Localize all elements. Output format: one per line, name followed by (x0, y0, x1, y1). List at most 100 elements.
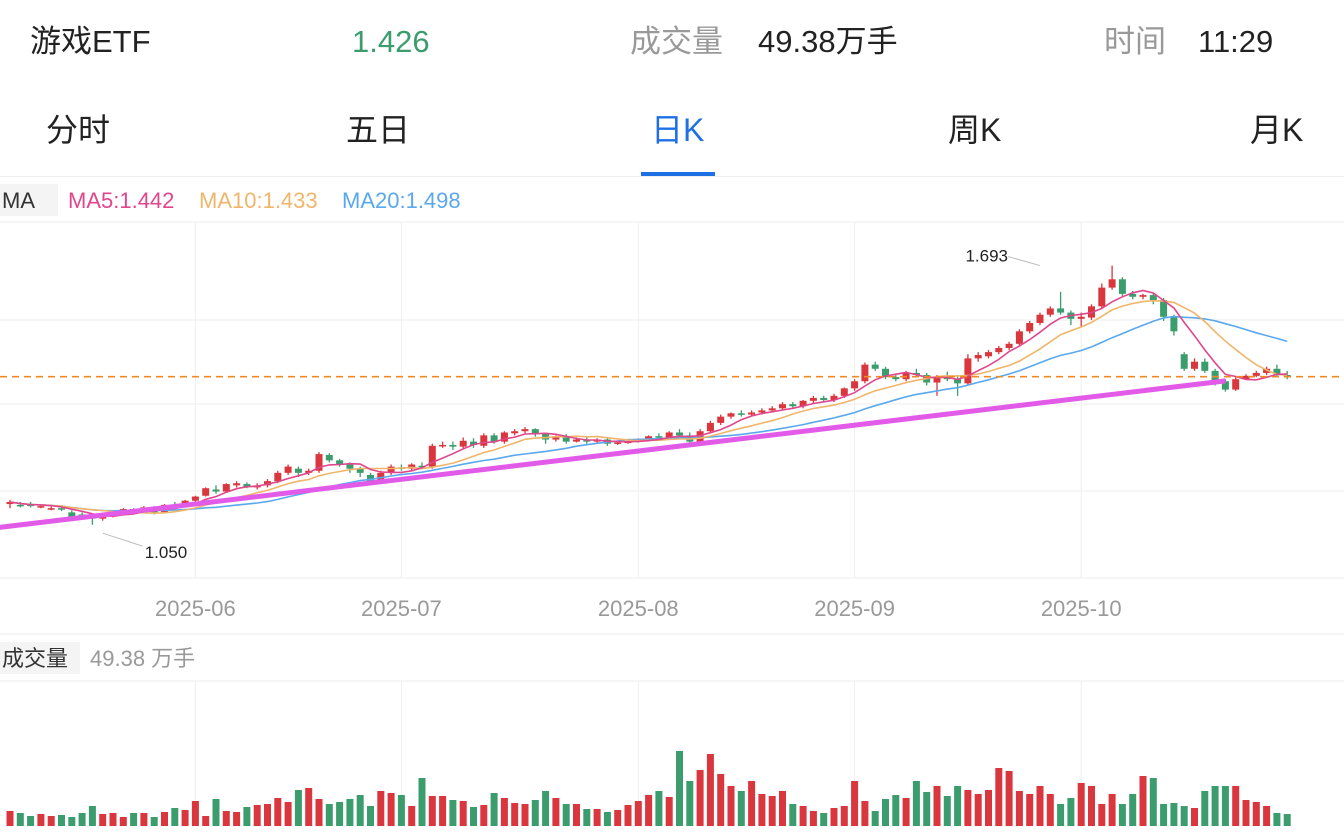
volume-bar (799, 806, 807, 826)
candle-body (418, 465, 426, 468)
volume-bar (264, 804, 271, 826)
volume-bar (573, 804, 580, 826)
candle-body (58, 508, 65, 510)
candle-body (871, 364, 879, 369)
volume-legend-box (0, 642, 80, 674)
candle-body (490, 435, 498, 442)
volume-bar (1232, 786, 1240, 826)
high-annotation-leader (1007, 256, 1041, 267)
candle-body (737, 413, 745, 415)
candle-body (809, 397, 817, 401)
x-tick-label: 2025-06 (155, 596, 236, 621)
volume-bar (706, 754, 714, 826)
candle-body (521, 429, 529, 432)
candle-body (428, 445, 436, 467)
candle-body (1139, 295, 1147, 297)
volume-bar (974, 794, 982, 826)
candle-body (243, 484, 251, 487)
candle-body (1160, 300, 1168, 317)
volume-bar (1139, 776, 1147, 826)
candle-body (37, 506, 45, 508)
volume-bar (37, 814, 45, 826)
candle-body (954, 379, 962, 384)
volume-bar (624, 805, 632, 826)
tab-intraday[interactable]: 分时 (46, 112, 111, 148)
candle-body (655, 436, 663, 438)
volume-bar (480, 805, 488, 826)
volume-bar (851, 781, 859, 826)
volume-bar (943, 796, 951, 826)
candle-body (191, 496, 199, 501)
volume-bar (367, 806, 374, 826)
volume-legend: 成交量 49.38 万手 (0, 642, 195, 674)
volume-bar (1180, 806, 1188, 826)
volume-bar (531, 800, 539, 826)
candle-body (16, 504, 24, 507)
volume-bar (1057, 804, 1065, 826)
volume-bar (511, 803, 519, 826)
candle-body (99, 516, 107, 519)
ma-legend: MA MA5:1.442 MA10:1.433 MA20:1.498 (0, 184, 461, 216)
volume-bars (6, 751, 1291, 826)
volume-bar (1191, 808, 1198, 826)
tab-daily-k[interactable]: 日K (651, 112, 705, 148)
volume-bar (1149, 778, 1157, 826)
volume-bar (490, 793, 498, 826)
candle-body (1232, 379, 1240, 390)
candle-body (552, 437, 560, 440)
volume-bar (840, 806, 848, 826)
ma20-line (9, 315, 1288, 512)
candle-body (861, 364, 869, 382)
candle-body (6, 501, 14, 505)
candle-body (387, 466, 395, 473)
kline-chart[interactable]: MA MA5:1.442 MA10:1.433 MA20:1.498 2025-… (0, 176, 1344, 832)
candle-body (748, 412, 756, 415)
tab-weekly-k[interactable]: 周K (948, 112, 1002, 148)
candle-body (1036, 314, 1044, 323)
candle-body (408, 464, 416, 469)
candle-body (562, 437, 570, 442)
candle-body (1180, 354, 1188, 369)
candle-body (1201, 361, 1209, 371)
volume-bar (150, 817, 158, 826)
volume-bar (6, 811, 14, 826)
candle-body (840, 388, 848, 396)
volume-bar (439, 796, 447, 826)
volume-bar (614, 810, 622, 826)
candle-body (1191, 361, 1198, 369)
ma5-label: MA5:1.442 (68, 188, 174, 213)
candle-body (851, 381, 859, 389)
candle-body (1005, 343, 1013, 348)
candle-body (727, 413, 735, 417)
volume-bar (737, 791, 745, 826)
volume-bar (1201, 791, 1209, 826)
tab-five-day[interactable]: 五日 (346, 112, 411, 148)
candle-body (995, 347, 1003, 353)
volume-bar (130, 813, 138, 826)
volume-bar (933, 786, 941, 826)
volume-bar (1221, 786, 1229, 826)
tab-monthly-k[interactable]: 月K (1250, 112, 1304, 148)
ma20-label: MA20:1.498 (342, 188, 461, 213)
low-annotation-leader (102, 532, 143, 547)
candle-body (1057, 308, 1065, 313)
candle-body (830, 395, 838, 400)
candle-body (706, 422, 714, 432)
volume-bar (923, 792, 931, 826)
volume-bar (428, 796, 436, 826)
low-annotation-label: 1.050 (145, 543, 188, 562)
volume-bar (418, 778, 426, 826)
volume-bar (686, 781, 694, 826)
volume-bar (1118, 804, 1126, 826)
volume-bar (109, 813, 117, 826)
quote-header: 游戏ETF 1.426 成交量 49.38万手 时间 11:29 (0, 0, 1344, 86)
candle-body (284, 466, 292, 473)
volume-bar (871, 811, 879, 826)
volume-bar (397, 795, 405, 826)
volume-bar (58, 815, 65, 826)
volume-bar (99, 814, 107, 826)
volume-bar (1088, 786, 1095, 826)
candle-body (799, 400, 807, 407)
volume-bar (892, 795, 900, 826)
ma10-label: MA10:1.433 (199, 188, 318, 213)
